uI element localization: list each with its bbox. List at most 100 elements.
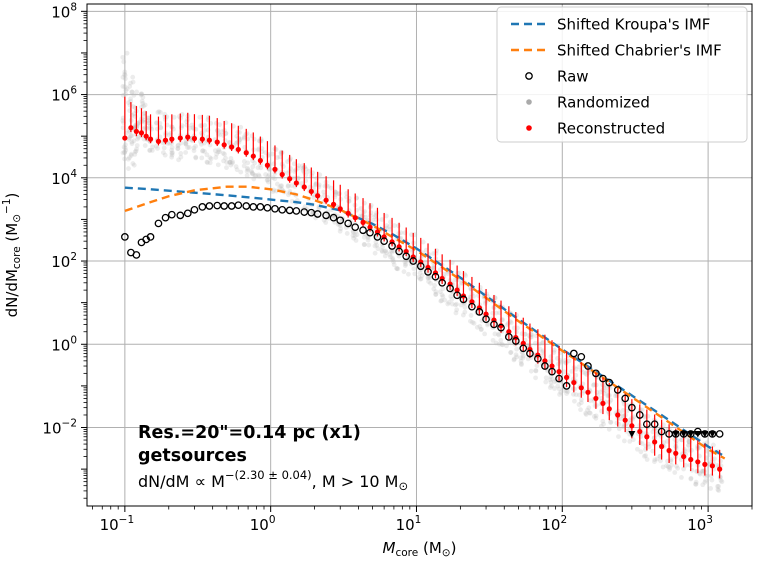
reconstructed-point [688,456,694,463]
legend-marker-open-circle [525,72,533,80]
raw-point [380,237,388,246]
randomized-point [216,132,222,138]
randomized-point [440,294,446,299]
randomized-point [496,331,501,337]
randomized-point [403,261,409,267]
randomized-point [149,148,155,153]
raw-point [256,203,265,211]
reconstructed-point [155,138,162,144]
raw-point [278,205,287,214]
reconstructed-point [345,210,351,216]
raw-point [424,267,432,276]
raw-point [555,374,563,383]
randomized-point [514,354,520,360]
randomized-point [138,91,144,97]
tick-exponent: 3 [706,514,713,526]
randomized-point [337,223,343,228]
randomized-point [155,110,161,115]
randomized-point [223,155,228,161]
randomized-point [270,151,275,157]
randomized-point [285,159,291,165]
annotation-slope-sub: ⊙ [398,479,408,493]
randomized-point [468,313,474,318]
randomized-point [122,69,128,75]
raw-point [322,211,330,220]
randomized-point [616,426,622,432]
randomized-point [700,482,706,488]
raw-point [438,278,447,287]
randomized-point [272,176,278,182]
randomized-point [485,322,490,328]
randomized-point [140,100,146,106]
raw-point [271,204,279,213]
raw-point [511,337,520,345]
randomized-point [668,457,674,463]
randomized-point [311,195,317,200]
tick-base: 10 [51,3,70,21]
randomized-point [519,362,524,368]
randomized-point [150,144,155,150]
raw-point [220,202,229,210]
randomized-point [120,74,126,80]
randomized-point [193,154,199,160]
raw-point [599,374,607,383]
reconstructed-point [221,142,227,148]
randomized-point [621,401,627,407]
randomized-point [175,143,181,149]
randomized-point [477,324,483,329]
randomized-point [585,407,590,413]
randomized-point [161,145,167,151]
randomized-point [207,160,213,166]
randomized-point [158,109,163,115]
randomized-point [333,192,338,197]
randomized-point [703,478,708,483]
y-tick-label: 10−2 [42,418,77,438]
randomized-point [230,159,236,165]
randomized-point [439,292,445,298]
randomized-point [551,350,557,355]
randomized-point [255,147,261,153]
randomized-point [122,156,128,162]
raw-point [416,262,425,271]
randomized-point [638,449,644,455]
randomized-point [215,162,221,168]
randomized-point [658,458,663,464]
y-axis-label: dN/dMcore (M⊙−1) [1,193,23,318]
raw-upper-limit-marker [694,430,702,438]
randomized-point [365,233,371,239]
randomized-point [528,332,534,338]
reconstructed-point [191,135,198,142]
randomized-point [675,465,681,471]
randomized-point [136,134,141,140]
randomized-point [120,118,126,124]
tick-base: 10 [51,253,70,271]
reconstructed-point [681,453,687,460]
randomized-point [265,177,271,183]
randomized-point [634,446,640,452]
randomized-point [328,185,334,191]
randomized-point [533,368,539,374]
randomized-point [433,292,439,298]
randomized-point [126,136,132,142]
randomized-point [131,92,137,98]
raw-point [475,308,484,316]
randomized-point [496,332,502,338]
y-tick-label: 104 [51,168,77,188]
reconstructed-point [214,139,220,145]
annotation-slope-prefix: dN/dM ∝ M [138,472,225,491]
randomized-point [249,170,255,175]
randomized-point [237,136,243,142]
randomized-point [448,293,454,299]
randomized-point [454,301,460,307]
randomized-point [583,410,589,416]
randomized-point [411,266,417,272]
legend-marker-grey-dot [526,99,532,105]
y-tick-label: 100 [51,334,77,354]
randomized-point [375,246,381,252]
randomized-point [216,147,222,153]
randomized-point [679,437,684,443]
randomized-point [285,192,291,198]
randomized-point [453,302,458,308]
randomized-point [683,462,689,468]
randomized-point [245,167,251,172]
